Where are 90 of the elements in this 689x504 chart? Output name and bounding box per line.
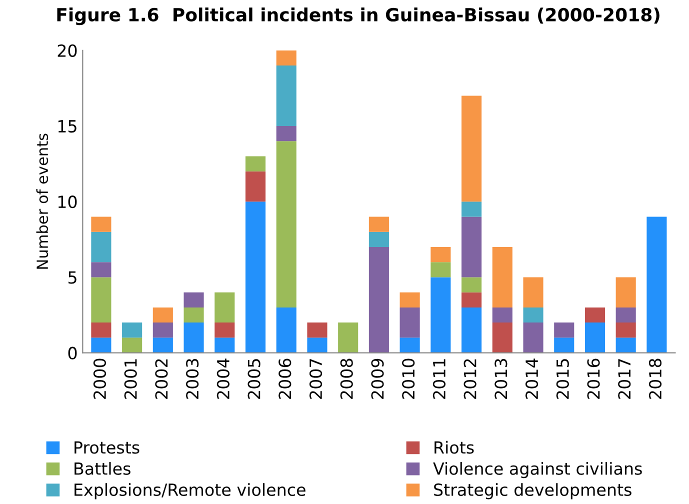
bar	[492, 307, 512, 323]
bar	[368, 232, 389, 247]
bar	[122, 322, 142, 338]
bar	[91, 338, 112, 353]
bar	[554, 322, 574, 338]
bar	[646, 216, 667, 353]
x-tick-label: 2013	[494, 359, 508, 399]
x-tick-label: 2012	[464, 359, 476, 399]
bar	[616, 277, 636, 308]
bar	[152, 322, 173, 338]
x-tick-label: 2002	[155, 359, 168, 399]
bar	[584, 307, 606, 323]
x-tick-label: 2001	[124, 359, 137, 399]
bar	[214, 338, 235, 353]
bar	[276, 307, 296, 353]
y-axis-title: Number of events	[36, 134, 48, 269]
bar	[91, 262, 112, 278]
bar	[152, 307, 173, 323]
bar	[245, 202, 266, 353]
y-tick-label: 5	[68, 271, 76, 284]
bar	[91, 277, 112, 323]
bar	[400, 338, 420, 353]
bar	[338, 322, 358, 353]
x-tick-label: 2008	[340, 358, 353, 399]
x-tick-label: 2003	[186, 359, 199, 399]
bar	[462, 96, 482, 202]
x-tick-label: 2016	[587, 358, 600, 399]
bar	[276, 126, 296, 142]
x-tick-label: 2010	[402, 358, 415, 399]
legend-label: Explosions/Remote violence	[74, 483, 306, 500]
bar	[523, 322, 544, 353]
y-tick-label: 20	[58, 44, 77, 57]
y-tick-label: 10	[58, 196, 77, 208]
bar	[91, 322, 112, 338]
bar	[184, 307, 204, 323]
bar	[91, 216, 112, 232]
x-tick-label: 2004	[216, 358, 230, 399]
legend-label: Violence against civilians	[433, 462, 642, 478]
bar	[400, 292, 420, 308]
bar	[616, 322, 636, 338]
bar	[152, 338, 173, 353]
bar	[214, 322, 235, 338]
bar	[492, 322, 512, 353]
legend-label: Battles	[74, 462, 130, 475]
bar	[368, 246, 389, 353]
legend-label: Strategic developments	[434, 483, 632, 500]
bar	[184, 322, 204, 353]
x-tick-label: 2018	[648, 358, 662, 399]
x-tick-label: 2017	[618, 359, 631, 399]
bar	[307, 322, 328, 338]
x-tick-label: 2000	[93, 358, 106, 399]
bar	[462, 277, 482, 292]
bar	[616, 338, 636, 353]
bar	[91, 232, 112, 262]
bar	[368, 216, 389, 232]
bar	[554, 338, 574, 353]
bar	[430, 262, 451, 278]
bar	[430, 277, 451, 353]
bar	[184, 292, 204, 308]
bar	[245, 156, 266, 172]
x-tick-label: 2005	[248, 359, 260, 399]
bar	[430, 246, 451, 262]
x-tick-label: 2014	[525, 358, 538, 399]
bar	[584, 322, 606, 353]
bar	[276, 66, 296, 126]
x-tick-label: 2009	[371, 358, 384, 399]
bar	[523, 277, 544, 308]
bar	[462, 292, 482, 308]
chart-title: Figure 1.6 Political incidents in Guinea-Bissau (2000-2018)	[57, 8, 660, 26]
bar	[492, 246, 512, 308]
bar	[616, 307, 636, 323]
bar	[276, 50, 296, 66]
x-tick-label: 2015	[556, 359, 569, 399]
bar	[400, 307, 420, 338]
bar	[523, 307, 544, 323]
bar	[245, 171, 266, 202]
bar	[276, 141, 296, 308]
bar	[122, 338, 142, 353]
x-tick-label: 2007	[309, 359, 322, 399]
legend-label: Protests	[74, 441, 140, 454]
x-tick-label: 2011	[432, 359, 446, 399]
y-tick-label: 0	[68, 346, 77, 360]
bar	[307, 338, 328, 353]
bar	[462, 202, 482, 217]
bar	[214, 292, 235, 323]
y-tick-label: 15	[58, 120, 76, 133]
bar	[462, 216, 482, 278]
bar	[462, 307, 482, 353]
legend-label: Riots	[434, 440, 474, 454]
x-tick-label: 2006	[278, 358, 292, 399]
